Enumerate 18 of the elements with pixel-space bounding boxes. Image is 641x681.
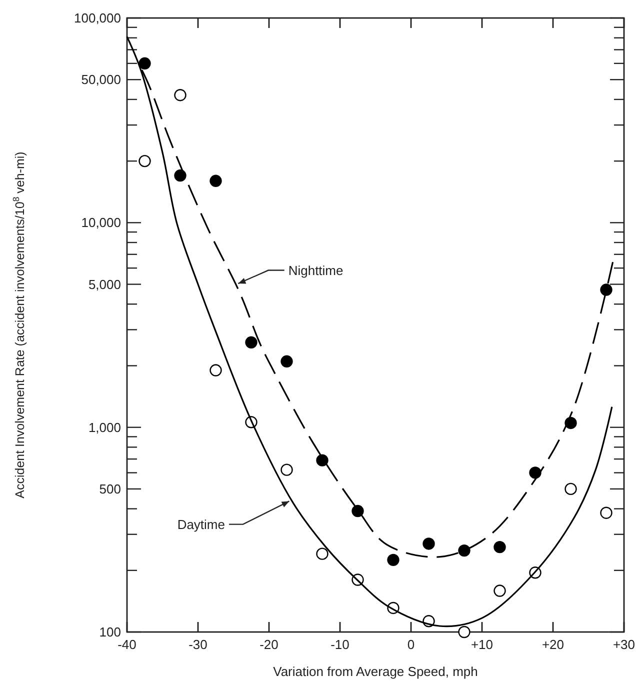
annotation: Nighttime: [288, 262, 344, 278]
x-tick-label: -20: [260, 637, 278, 652]
x-tick-label: +30: [612, 637, 636, 652]
y-tick-label: 1,000: [88, 420, 121, 435]
y-tick-label: 100: [99, 624, 121, 640]
y-tick-label: 5,000: [88, 276, 121, 292]
y-tick-label: 100,000: [74, 10, 121, 26]
y-tick-label: 50,000: [81, 72, 121, 88]
x-tick-label: +20: [542, 637, 564, 652]
annotation: Daytime: [177, 516, 226, 532]
x-axis-title: Variation from Average Speed, mph: [273, 664, 478, 679]
y-tick-label: 500: [99, 481, 121, 496]
x-tick-label: -30: [188, 637, 208, 652]
x-tick-label: 0: [407, 637, 415, 652]
y-tick-label: 10,000: [81, 215, 121, 230]
x-tick-label: -40: [118, 637, 136, 652]
x-tick-label: +10: [470, 637, 494, 652]
x-tick-label: -10: [330, 637, 350, 652]
